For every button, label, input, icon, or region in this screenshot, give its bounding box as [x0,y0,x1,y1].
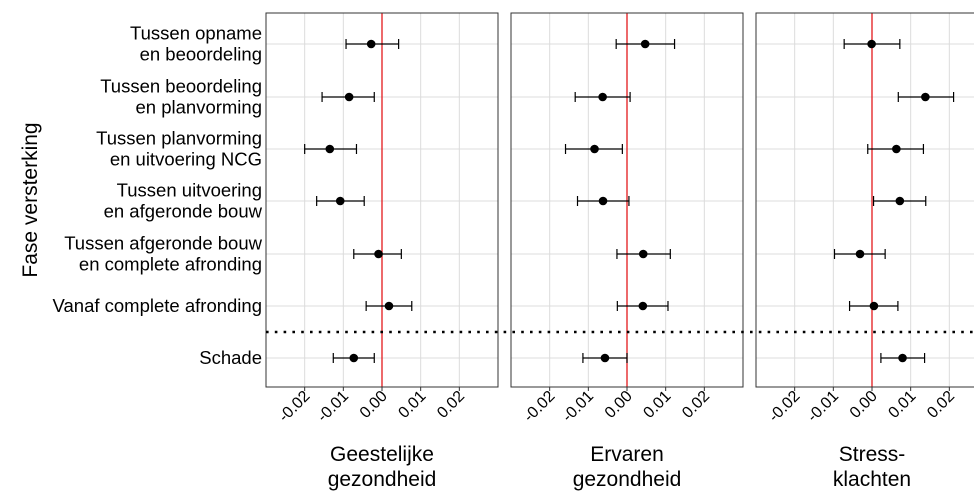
panel-title: Stress- [839,443,906,466]
x-tick-label: 0.01 [640,388,674,422]
point-estimate [325,144,335,154]
x-tick-label: 0.01 [395,388,429,422]
category-label: Tussen opname [130,23,262,44]
point-estimate [349,353,359,363]
x-tick-label: 0.01 [885,388,919,422]
category-label: en planvorming [136,97,263,118]
x-tick-label: -0.01 [804,388,842,426]
point-estimate [640,39,650,49]
category-label: Tussen beoordeling [100,76,262,97]
point-estimate [374,249,383,259]
data-point-group [615,39,676,49]
panel-title: Ervaren [590,443,664,466]
x-tick-label: -0.02 [521,388,559,426]
panel-title: gezondheid [573,468,682,491]
panel-title: klachten [833,468,911,491]
x-tick-label: -0.01 [559,388,597,426]
data-point-group [316,196,365,206]
category-label: Vanaf complete afronding [53,295,262,316]
category-label: Tussen afgeronde bouw [64,233,262,254]
x-tick-label: 0.00 [602,388,636,422]
point-estimate [921,92,930,102]
data-point-group [332,353,375,363]
point-estimate [366,39,376,49]
data-point-group [833,249,886,259]
x-tick-label: 0.02 [434,388,468,422]
data-point-group [843,39,901,49]
point-estimate [598,92,607,102]
point-estimate [335,196,345,206]
data-point-group [867,144,925,154]
x-tick-label: 0.02 [924,388,958,422]
data-point-group [304,144,358,154]
x-tick-label: -0.02 [766,388,804,426]
category-label: Tussen uitvoering [117,180,262,201]
panel: -0.02 -0.01 0.00 0.01 0.02Geestelijkegezondh… [265,12,499,491]
data-point-group [872,196,927,206]
data-point-group [616,301,669,311]
data-point-group [848,301,899,311]
panel: -0.02 -0.01 0.00 0.01 0.02 Stress-klachten [755,12,974,491]
point-estimate [892,144,901,154]
x-tick-label: 0.00 [357,388,391,422]
point-estimate [590,144,599,154]
data-point-group [880,353,926,363]
data-point-group [321,92,375,102]
x-tick-label: -0.01 [314,388,352,426]
data-point-group [564,144,623,154]
data-point-group [574,92,631,102]
x-tick-label: 0.00 [847,388,881,422]
category-label: en complete afronding [79,254,262,275]
data-point-group [616,249,671,259]
point-estimate [384,301,394,311]
category-label: Schade [199,347,262,368]
category-label: en uitvoering NCG [110,149,262,170]
point-estimate [869,301,879,311]
point-estimate [638,249,648,259]
point-estimate [600,353,610,363]
data-point-group [582,353,628,363]
data-point-group [365,301,413,311]
data-point-group [345,39,400,49]
category-label: en beoordeling [140,44,262,65]
point-estimate [598,196,608,206]
x-tick-label: -0.02 [276,388,314,426]
category-label: Tussen planvorming [96,128,262,149]
data-point-group [897,92,955,102]
category-label: en afgeronde bouw [104,201,263,222]
point-estimate [867,39,876,49]
panel-title: Geestelijke [330,443,434,466]
panel-title: gezondheid [328,468,437,491]
point-estimate [855,249,865,259]
point-estimate [638,301,648,311]
y-axis-title: Fase versterking [19,122,42,277]
data-point-group [576,196,630,206]
x-tick-label: 0.02 [679,388,713,422]
data-point-group [353,249,402,259]
point-estimate [344,92,354,102]
point-estimate [898,353,907,363]
point-estimate [895,196,905,206]
